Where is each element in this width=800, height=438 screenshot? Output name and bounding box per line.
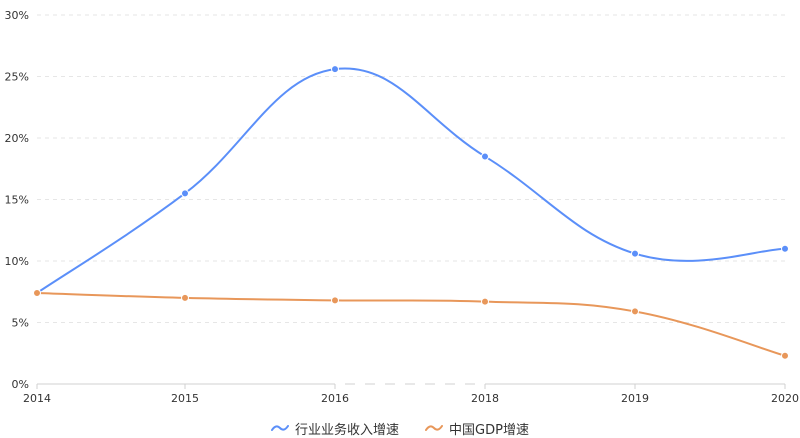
series-lines bbox=[34, 66, 789, 360]
data-point bbox=[182, 294, 189, 301]
legend-label-industry: 行业业务收入增速 bbox=[295, 419, 399, 438]
y-tick-label: 10% bbox=[5, 255, 29, 268]
wave-line-icon bbox=[425, 423, 443, 433]
data-point bbox=[782, 352, 789, 359]
data-point bbox=[632, 308, 639, 315]
y-tick-label: 20% bbox=[5, 132, 29, 145]
y-tick-label: 5% bbox=[12, 317, 29, 330]
data-point bbox=[782, 245, 789, 252]
y-tick-label: 0% bbox=[12, 378, 29, 391]
data-point bbox=[482, 298, 489, 305]
data-point bbox=[182, 190, 189, 197]
y-axis-ticks: 0% 5% 10% 15% 20% 25% 30% bbox=[5, 9, 29, 391]
data-point bbox=[632, 250, 639, 257]
data-point bbox=[332, 66, 339, 73]
data-point bbox=[34, 289, 41, 296]
legend-label-gdp: 中国GDP增速 bbox=[449, 419, 529, 438]
series-line bbox=[37, 293, 785, 356]
y-tick-label: 15% bbox=[5, 194, 29, 207]
x-axis: 2014 2015 2016 2018 2019 2020 bbox=[23, 384, 799, 405]
y-tick-label: 25% bbox=[5, 71, 29, 84]
y-tick-label: 30% bbox=[5, 9, 29, 22]
x-tick-label: 2016 bbox=[321, 392, 349, 405]
data-point bbox=[332, 297, 339, 304]
legend-item-gdp[interactable]: 中国GDP增速 bbox=[425, 419, 529, 438]
data-point bbox=[482, 153, 489, 160]
x-tick-label: 2014 bbox=[23, 392, 51, 405]
series-line bbox=[37, 68, 785, 293]
legend: 行业业务收入增速 中国GDP增速 bbox=[0, 418, 800, 438]
legend-item-industry[interactable]: 行业业务收入增速 bbox=[271, 419, 399, 438]
wave-line-icon bbox=[271, 423, 289, 433]
x-tick-label: 2019 bbox=[621, 392, 649, 405]
x-tick-label: 2020 bbox=[771, 392, 799, 405]
grid-lines bbox=[37, 15, 785, 323]
x-tick-label: 2018 bbox=[471, 392, 499, 405]
x-tick-label: 2015 bbox=[171, 392, 199, 405]
